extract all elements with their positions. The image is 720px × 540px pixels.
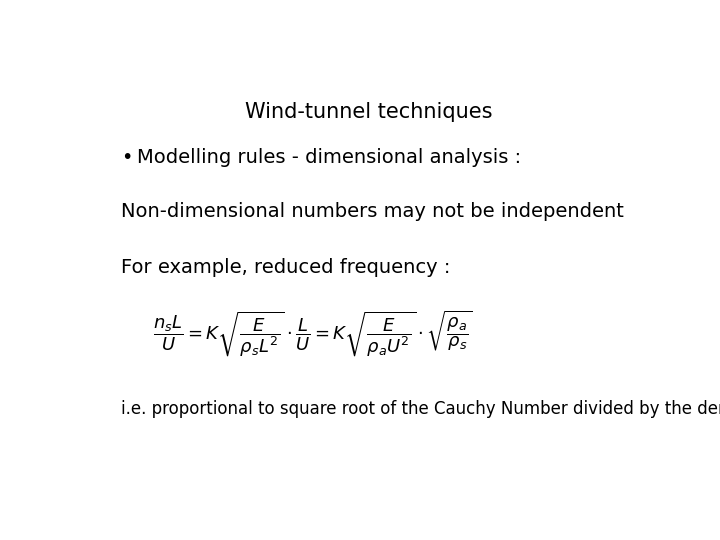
Text: For example, reduced frequency :: For example, reduced frequency : — [121, 258, 450, 277]
Text: •: • — [121, 148, 132, 167]
Text: Modelling rules - dimensional analysis :: Modelling rules - dimensional analysis : — [138, 148, 521, 167]
Text: $\dfrac{n_s L}{U} = K\sqrt{\dfrac{E}{\rho_s L^2}}\cdot\dfrac{L}{U} = K\sqrt{\dfr: $\dfrac{n_s L}{U} = K\sqrt{\dfrac{E}{\rh… — [153, 308, 473, 359]
Text: Non-dimensional numbers may not be independent: Non-dimensional numbers may not be indep… — [121, 202, 624, 221]
Text: i.e. proportional to square root of the Cauchy Number divided by the density rat: i.e. proportional to square root of the … — [121, 400, 720, 417]
Text: Wind-tunnel techniques: Wind-tunnel techniques — [246, 102, 492, 122]
